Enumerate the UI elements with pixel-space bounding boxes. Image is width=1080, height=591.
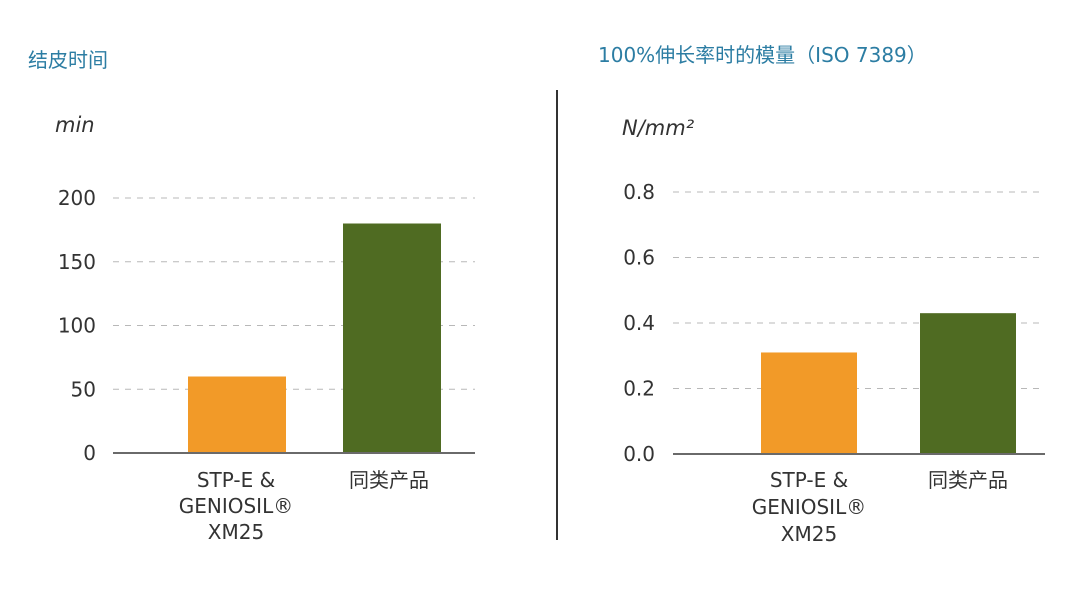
right-gridlines <box>673 191 1045 389</box>
left-y-tick: 150 <box>58 250 96 274</box>
right-chart: 100%伸长率时的模量（ISO 7389） N/mm² 0.0 0.2 0.4 … <box>598 43 1045 546</box>
right-category-labels: STP-E & GENIOSIL® XM25 同类产品 <box>752 468 1008 546</box>
left-y-ticks: 0 50 100 150 200 <box>58 186 96 465</box>
left-y-tick: 100 <box>58 314 96 338</box>
left-category-labels: STP-E & GENIOSIL® XM25 同类产品 <box>179 468 429 544</box>
right-y-tick: 0.8 <box>623 180 655 204</box>
right-y-tick: 0.0 <box>623 442 655 466</box>
left-category-label: GENIOSIL® <box>179 494 293 518</box>
left-chart: 结皮时间 min 0 50 100 150 200 STP-E & GENIOS… <box>28 48 475 544</box>
right-y-ticks: 0.0 0.2 0.4 0.6 0.8 <box>623 180 655 466</box>
left-chart-title: 结皮时间 <box>28 48 108 72</box>
right-y-tick: 0.6 <box>623 246 655 270</box>
left-bars <box>188 223 441 453</box>
right-category-label: XM25 <box>781 522 837 546</box>
left-y-tick: 0 <box>83 441 96 465</box>
left-y-tick: 50 <box>71 377 96 401</box>
left-bar-stp-e <box>188 376 286 453</box>
left-category-label: 同类产品 <box>349 468 429 492</box>
left-bar-similar-product <box>343 223 441 453</box>
right-y-unit: N/mm² <box>622 116 695 140</box>
right-y-tick: 0.4 <box>623 311 655 335</box>
right-bar-stp-e <box>761 352 857 454</box>
right-category-label: GENIOSIL® <box>752 495 866 519</box>
right-category-label: 同类产品 <box>928 468 1008 492</box>
right-y-tick: 0.2 <box>623 377 655 401</box>
left-y-unit: min <box>55 113 95 137</box>
left-category-label: XM25 <box>208 520 264 544</box>
right-chart-title: 100%伸长率时的模量（ISO 7389） <box>598 43 927 67</box>
right-bar-similar-product <box>920 313 1016 454</box>
right-category-label: STP-E & <box>770 468 848 492</box>
right-bars <box>761 313 1016 454</box>
left-y-tick: 200 <box>58 186 96 210</box>
left-category-label: STP-E & <box>197 468 275 492</box>
